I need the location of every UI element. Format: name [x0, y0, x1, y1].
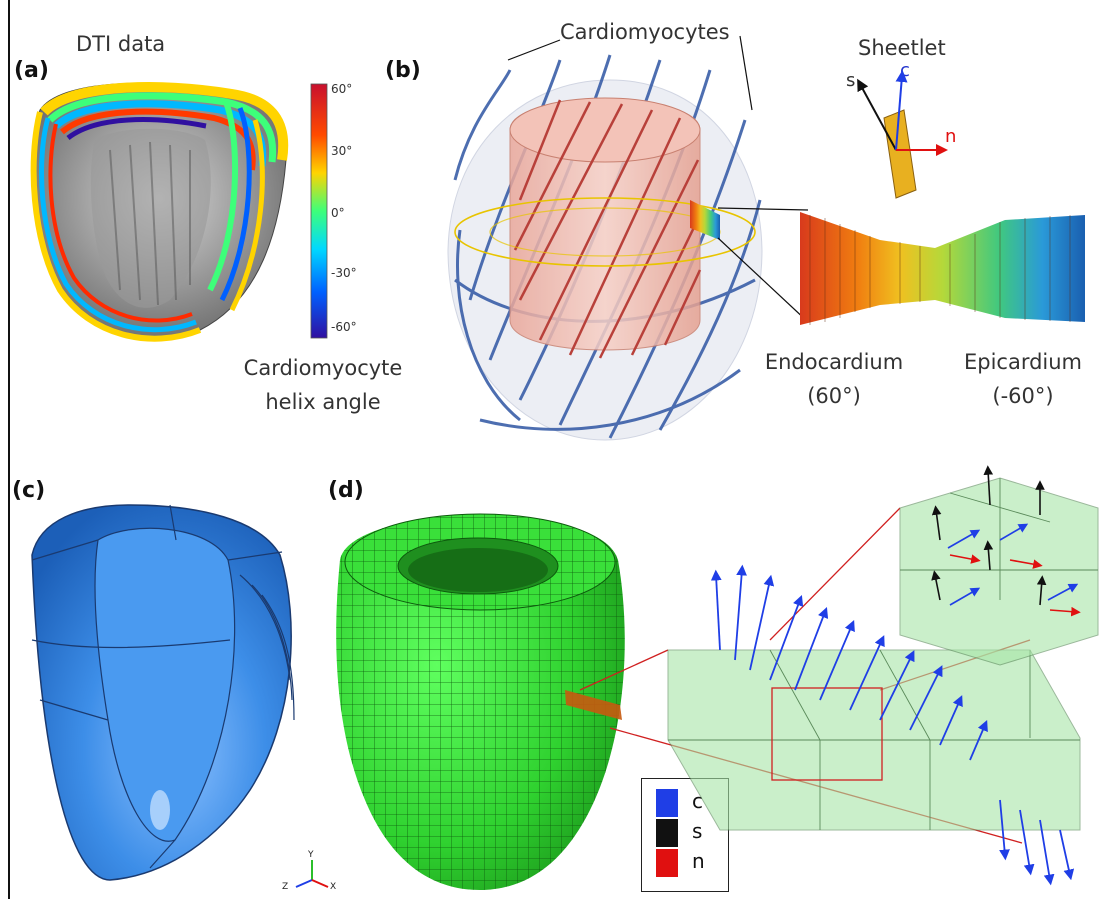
legend-swatch-s	[656, 819, 678, 847]
lv-fe-mesh	[336, 513, 625, 890]
legend-swatch-c	[656, 789, 678, 817]
panel-label-b: (b)	[385, 58, 421, 83]
dti-data-title: DTI data	[76, 32, 166, 56]
element-zoom-cube	[899, 477, 1099, 666]
sheetlet-label: Sheetlet	[858, 36, 946, 60]
colorbar-tick-30: 30°	[331, 144, 353, 158]
fiber-architecture-diagram	[447, 35, 809, 441]
cardiomyocytes-label: Cardiomyocytes	[560, 20, 730, 44]
cube-fiber-arrows	[931, 465, 1081, 617]
panel-label-c: (c)	[12, 478, 46, 503]
epicardium-angle: (-60°)	[992, 384, 1054, 408]
axis-n-label: n	[945, 126, 957, 147]
sheetlet-glyph	[857, 70, 948, 199]
colorbar-tick-minus30: -30°	[331, 266, 357, 280]
helix-angle-colorbar	[310, 83, 328, 339]
legend-label-s: s	[692, 819, 703, 843]
colorbar-tick-60: 60°	[331, 82, 353, 96]
coordinate-triad	[295, 860, 329, 888]
panel-label-d: (d)	[328, 478, 364, 503]
panel-label-a: (a)	[14, 58, 49, 83]
endocardium-angle: (60°)	[807, 384, 861, 408]
legend-swatch-n	[656, 849, 678, 877]
epicardium-label: Epicardium	[963, 350, 1083, 374]
axis-x-label: X	[330, 882, 337, 892]
element-strip	[667, 649, 1081, 831]
segmented-lv-solid	[31, 504, 295, 881]
axis-y-label: Y	[308, 850, 314, 860]
colorbar-tick-minus60: -60°	[331, 320, 357, 334]
strip-fiber-arrows	[710, 564, 1075, 886]
left-border	[8, 0, 10, 899]
dti-heart	[30, 82, 289, 342]
axis-s-label: s	[846, 70, 856, 91]
helix-caption-line2: helix angle	[265, 390, 381, 414]
endocardium-label: Endocardium	[764, 350, 904, 374]
fiber-bundle-block	[800, 212, 1085, 325]
legend-label-n: n	[692, 849, 705, 873]
helix-caption-line1: Cardiomyocyte	[243, 356, 403, 380]
colorbar-tick-0: 0°	[331, 206, 345, 220]
legend-label-c: c	[692, 789, 703, 813]
axis-z-label: Z	[282, 882, 289, 892]
